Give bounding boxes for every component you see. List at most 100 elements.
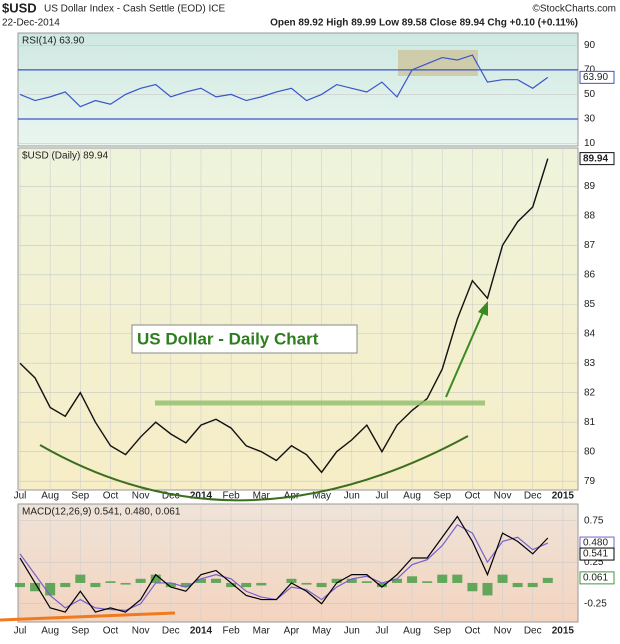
annotation-box	[131, 324, 358, 354]
x-tick-label: Dec	[524, 491, 542, 502]
instrument-name: US Dollar Index - Cash Settle (EOD) ICE	[44, 4, 225, 15]
histogram-bar	[467, 582, 478, 592]
histogram-bar	[542, 577, 553, 583]
y-tick-label: 83	[584, 358, 596, 369]
histogram-bar	[75, 574, 86, 583]
histogram-bar	[437, 574, 448, 583]
x-tick-label: Sep	[433, 491, 451, 502]
histogram-bar	[422, 581, 433, 583]
x-tick-label: Oct	[103, 626, 119, 637]
y-tick-label: 80	[584, 446, 596, 457]
value-badge	[579, 571, 615, 585]
histogram-bar	[60, 582, 71, 588]
source: ©StockCharts.com	[532, 4, 616, 15]
histogram-bar	[256, 582, 267, 586]
histogram-bar	[376, 582, 387, 588]
legend: MACD(12,26,9) 0.541, 0.480, 0.061	[22, 507, 181, 518]
x-tick-label: Aug	[41, 626, 59, 637]
x-tick-label: May	[312, 491, 331, 502]
series-line	[19, 515, 549, 613]
histogram-bar	[180, 582, 191, 588]
symbol: $USD	[2, 0, 37, 15]
y-tick-label: 88	[584, 210, 596, 221]
annotation: US Dollar - Daily Chart	[137, 329, 319, 348]
histogram-bar	[165, 582, 176, 588]
x-tick-label: Feb	[223, 626, 241, 637]
x-tick-label: Mar	[253, 626, 271, 637]
x-tick-label: Nov	[132, 626, 150, 637]
x-tick-label: Nov	[494, 626, 512, 637]
x-tick-label: Sep	[433, 626, 451, 637]
x-tick-label: 2015	[552, 491, 575, 502]
value-badge	[579, 152, 615, 166]
histogram-bar	[90, 582, 101, 588]
x-tick-label: Jun	[344, 491, 360, 502]
x-tick-label: Dec	[162, 491, 180, 502]
x-tick-label: Jun	[344, 626, 360, 637]
series-line	[19, 523, 549, 611]
histogram-bar	[331, 578, 342, 583]
value-label: 0.061	[583, 573, 608, 584]
x-tick-label: Jul	[376, 626, 389, 637]
x-tick-label: Jul	[14, 491, 27, 502]
x-tick-label: Sep	[71, 491, 89, 502]
histogram-bar	[361, 581, 372, 583]
x-tick-label: 2014	[190, 626, 213, 637]
histogram-bar	[105, 581, 116, 583]
histogram-bar	[45, 582, 56, 596]
x-tick-label: Oct	[465, 491, 481, 502]
histogram-bar	[120, 582, 131, 585]
x-tick-label: Dec	[162, 626, 180, 637]
histogram-bar	[241, 582, 252, 588]
histogram-bar	[226, 582, 237, 588]
x-tick-label: Jul	[376, 491, 389, 502]
curve-annotation	[39, 435, 469, 502]
x-tick-label: Sep	[71, 626, 89, 637]
value-badge	[579, 547, 615, 561]
x-tick-label: Aug	[403, 491, 421, 502]
histogram-bar	[135, 578, 146, 583]
histogram-bar	[301, 582, 312, 585]
x-tick-label: Nov	[132, 491, 150, 502]
value-label: 0.541	[583, 549, 608, 560]
histogram-bar	[407, 576, 418, 583]
trend-line	[0, 611, 176, 622]
y-tick-label: 0.25	[584, 557, 604, 568]
histogram-bar	[316, 582, 327, 588]
x-tick-label: Jul	[14, 626, 27, 637]
legend: $USD (Daily) 89.94	[22, 151, 109, 162]
histogram-bar	[150, 574, 161, 583]
value-label: 0.480	[583, 538, 608, 549]
x-tick-label: Mar	[253, 491, 271, 502]
y-tick-label: 81	[584, 417, 596, 428]
value-badge	[579, 70, 615, 84]
x-tick-label: Aug	[403, 626, 421, 637]
y-tick-label: 85	[584, 299, 596, 310]
rsi-panel	[17, 32, 579, 147]
x-tick-label: Oct	[465, 626, 481, 637]
y-tick-label: 86	[584, 269, 596, 280]
highlight-box	[398, 50, 478, 76]
arrow-head	[478, 301, 488, 316]
arrow-line	[445, 309, 485, 398]
y-tick-label: 84	[584, 328, 596, 339]
histogram-bar	[482, 582, 493, 596]
y-tick-label: -0.25	[584, 598, 607, 609]
y-tick-label: 90	[584, 40, 596, 51]
price-panel	[17, 147, 579, 491]
y-tick-label: 10	[584, 138, 596, 149]
y-tick-label: 50	[584, 89, 596, 100]
x-tick-label: Nov	[494, 491, 512, 502]
y-tick-label: 70	[584, 64, 596, 75]
histogram-bar	[195, 578, 206, 583]
histogram-bar	[30, 582, 41, 592]
legend: RSI(14) 63.90	[22, 36, 85, 47]
y-tick-label: 79	[584, 476, 596, 487]
y-tick-label: 0.75	[584, 515, 604, 526]
y-tick-label: 82	[584, 387, 596, 398]
histogram-bar	[392, 578, 402, 583]
x-tick-label: Dec	[524, 626, 542, 637]
x-tick-label: May	[312, 626, 331, 637]
histogram-bar	[452, 574, 463, 583]
